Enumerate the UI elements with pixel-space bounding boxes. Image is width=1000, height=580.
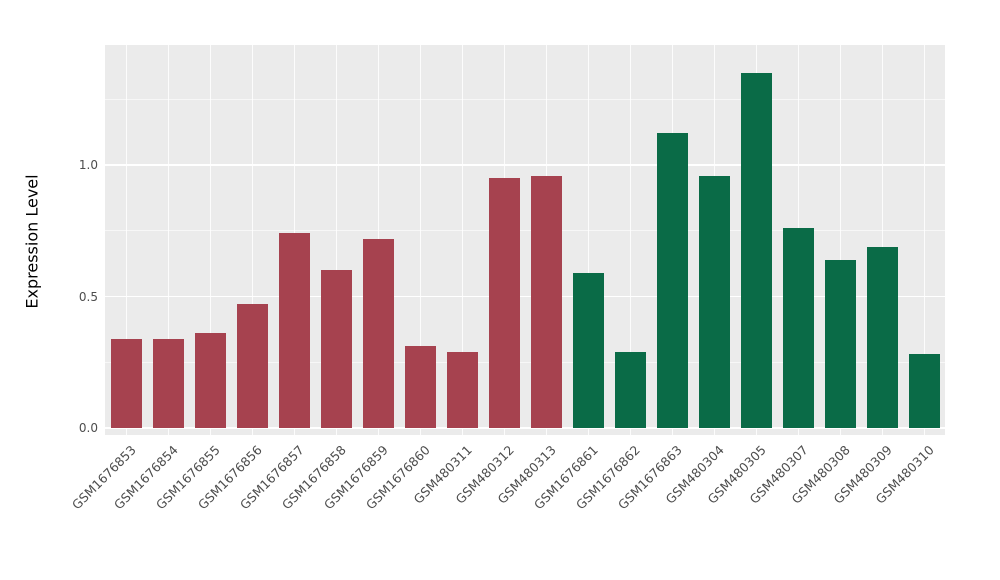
vertical-gridline [167, 45, 169, 435]
major-gridline [105, 164, 945, 166]
vertical-gridline [461, 45, 463, 435]
vertical-gridline [881, 45, 883, 435]
bar-GSM480311 [446, 351, 478, 428]
chart-panel [105, 45, 945, 435]
major-gridline [105, 427, 945, 429]
y-tick-label: 1.0 [78, 158, 98, 172]
bar-GSM480313 [530, 175, 562, 428]
vertical-gridline [839, 45, 841, 435]
minor-gridline [105, 361, 945, 363]
bar-GSM480308 [824, 259, 856, 428]
y-tick-label: 0.5 [78, 289, 98, 304]
vertical-gridline [209, 45, 211, 435]
x-tick-label: GSM480310 [872, 442, 937, 507]
vertical-gridline [125, 45, 127, 435]
vertical-gridline [335, 45, 337, 435]
minor-gridline [105, 98, 945, 100]
bar-GSM1676853 [110, 338, 142, 428]
bar-GSM1676856 [236, 304, 268, 428]
minor-gridline [105, 230, 945, 232]
vertical-gridline [251, 45, 253, 435]
bar-GSM1676857 [278, 233, 310, 428]
y-tick-label: 0.0 [78, 421, 98, 435]
vertical-gridline [587, 45, 589, 435]
bar-GSM1676855 [194, 333, 226, 428]
major-gridline [105, 295, 945, 298]
bar-GSM1676863 [656, 133, 688, 428]
bar-GSM1676854 [152, 338, 184, 428]
bar-GSM480304 [698, 175, 730, 428]
vertical-gridline [629, 45, 631, 435]
bar-GSM480309 [866, 246, 898, 428]
bar-GSM1676860 [404, 346, 436, 428]
bar-GSM480310 [908, 354, 940, 428]
bar-GSM1676862 [614, 351, 646, 428]
vertical-gridline [419, 45, 421, 435]
bar-GSM1676859 [362, 238, 394, 428]
bar-GSM480305 [740, 72, 772, 428]
vertical-gridline [923, 45, 925, 435]
bar-GSM480307 [782, 228, 814, 428]
bar-GSM1676861 [572, 272, 604, 428]
bar-GSM480312 [488, 178, 520, 428]
bar-GSM1676858 [320, 270, 352, 428]
